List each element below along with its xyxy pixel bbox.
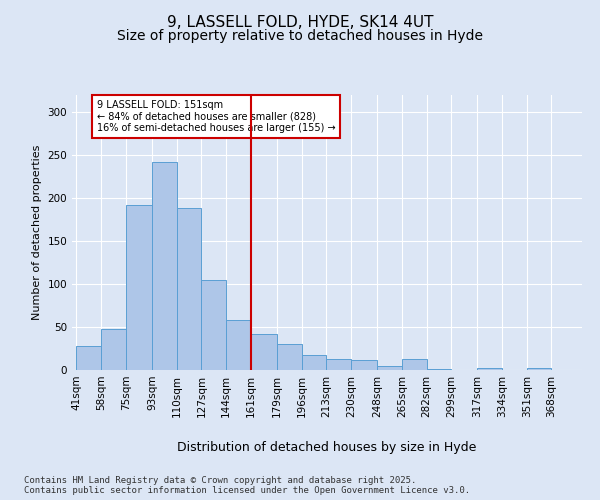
Bar: [478, 368, 502, 370]
Bar: [176, 208, 202, 370]
Bar: [202, 280, 226, 370]
Text: Distribution of detached houses by size in Hyde: Distribution of detached houses by size …: [178, 441, 476, 454]
Text: 9 LASSELL FOLD: 151sqm
← 84% of detached houses are smaller (828)
16% of semi-de: 9 LASSELL FOLD: 151sqm ← 84% of detached…: [97, 100, 335, 133]
Bar: [377, 366, 402, 370]
Bar: [101, 329, 126, 370]
Bar: [226, 320, 251, 370]
Bar: [126, 205, 152, 370]
Bar: [277, 344, 302, 370]
Y-axis label: Number of detached properties: Number of detached properties: [32, 145, 42, 320]
Bar: [251, 334, 277, 370]
Text: Contains HM Land Registry data © Crown copyright and database right 2025.
Contai: Contains HM Land Registry data © Crown c…: [24, 476, 470, 495]
Bar: [427, 369, 451, 370]
Bar: [152, 162, 176, 370]
Bar: [76, 346, 101, 370]
Bar: [402, 359, 427, 370]
Bar: [527, 368, 551, 370]
Bar: [302, 354, 326, 370]
Text: Size of property relative to detached houses in Hyde: Size of property relative to detached ho…: [117, 29, 483, 43]
Text: 9, LASSELL FOLD, HYDE, SK14 4UT: 9, LASSELL FOLD, HYDE, SK14 4UT: [167, 15, 433, 30]
Bar: [326, 359, 351, 370]
Bar: [351, 360, 377, 370]
